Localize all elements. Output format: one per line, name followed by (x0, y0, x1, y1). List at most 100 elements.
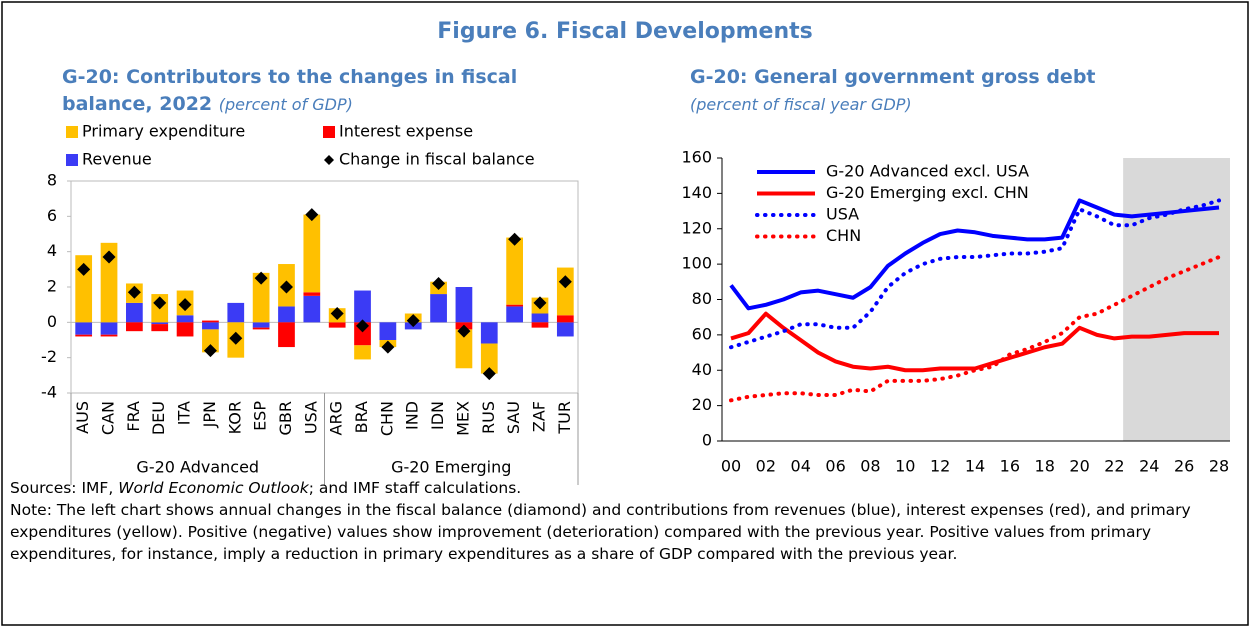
y-tick-label: 4 (47, 241, 57, 260)
x-tick-label: AUS (73, 401, 92, 434)
diamond-marker (482, 367, 496, 381)
x-tick-label: MEX (453, 401, 472, 436)
diamond-marker (279, 280, 293, 294)
diamond-marker (254, 271, 268, 285)
y-tick-label: 20 (692, 395, 712, 414)
bar-segment (556, 315, 574, 323)
legend-label: G-20 Advanced excl. USA (826, 162, 1029, 181)
x-tick-label: RUS (479, 401, 498, 434)
diamond-marker (432, 276, 446, 290)
x-tick-label: ITA (175, 401, 194, 425)
x-tick-label: ZAF (529, 401, 548, 432)
sources-text: Sources: IMF, (10, 479, 119, 497)
diamond-marker (356, 319, 370, 333)
bar-segment (354, 345, 371, 360)
diamond-marker (229, 331, 243, 345)
right-subtitle: (percent of fiscal year GDP) (690, 95, 912, 114)
bar-segment (252, 322, 270, 328)
diamond-marker (533, 296, 547, 310)
x-tick-label: CHN (377, 401, 396, 436)
x-tick-label: ARG (327, 401, 346, 435)
diamond-marker (305, 208, 319, 222)
x-tick-label: 20 (1069, 457, 1089, 476)
diamond-marker (102, 250, 116, 264)
diamond-marker (178, 298, 192, 312)
left-title-text: G-20: Contributors to the changes in fis… (62, 66, 518, 115)
x-tick-label: 14 (965, 457, 985, 476)
y-tick-label: 0 (702, 431, 712, 450)
bar-segment (556, 267, 574, 316)
legend-label: Primary expenditure (82, 122, 245, 141)
series-line (729, 198, 1220, 311)
legend-label: USA (826, 205, 859, 224)
y-tick-label: 80 (692, 289, 712, 308)
legend-swatch (323, 126, 335, 138)
diamond-marker (127, 285, 141, 299)
bar-segment (455, 329, 473, 369)
bar-segment (75, 322, 93, 335)
x-tick-label: 10 (895, 457, 915, 476)
bar-segment (126, 322, 143, 332)
x-tick-label: IND (403, 401, 422, 430)
bar-segment (176, 322, 194, 337)
legend-label: CHN (826, 226, 861, 245)
sources: Sources: IMF, World Economic Outlook; an… (10, 477, 1242, 499)
bar-segment (100, 322, 118, 335)
x-tick-label: 06 (825, 457, 845, 476)
x-tick-label: 08 (860, 457, 880, 476)
bar-segment (303, 295, 321, 323)
legend-swatch (66, 126, 78, 138)
diamond-marker (77, 262, 91, 276)
series-line (730, 311, 1219, 373)
note: Note: The left chart shows annual change… (10, 501, 1191, 563)
diamond-marker (153, 296, 167, 310)
y-tick-label: -2 (41, 347, 57, 366)
x-tick-label: TUR (555, 401, 574, 435)
bar-segment (480, 322, 498, 344)
bar-segment (506, 304, 523, 307)
bar-segment (303, 292, 321, 296)
series-line (729, 255, 1221, 403)
diamond-marker (558, 275, 572, 289)
x-tick-label: GBR (276, 401, 295, 436)
bar-segment (75, 255, 93, 323)
plot-area (70, 180, 579, 394)
y-tick-label: 2 (47, 277, 57, 296)
y-tick-label: 140 (681, 183, 712, 202)
group-label: G-20 Emerging (391, 458, 511, 477)
bar-segment (455, 287, 473, 323)
sources-text: ; and IMF staff calculations. (308, 479, 522, 497)
bar-segment (252, 327, 270, 330)
x-tick-label: 04 (791, 457, 811, 476)
bar-segment (176, 315, 194, 323)
x-tick-label: SAU (504, 401, 523, 434)
bar-segment (430, 294, 447, 323)
bar-segment (506, 237, 523, 305)
figure-title: Figure 6. Fiscal Developments (437, 19, 812, 44)
bar-segment (126, 302, 143, 323)
x-tick-label: 12 (930, 457, 950, 476)
y-tick-label: 8 (47, 171, 57, 190)
bar-segment (328, 322, 346, 328)
left-subtitle: (percent of GDP) (218, 95, 353, 114)
x-tick-label: 26 (1174, 457, 1194, 476)
x-tick-label: 18 (1035, 457, 1055, 476)
x-tick-label: CAN (99, 401, 118, 435)
y-tick-label: 100 (681, 254, 712, 273)
right-title-text: G-20: General government gross debt (690, 66, 1096, 88)
diamond-marker (330, 307, 344, 320)
y-tick-label: 0 (47, 312, 57, 331)
legend-marker (324, 155, 334, 165)
bar-segment (506, 306, 523, 323)
x-tick-label: BRA (352, 401, 371, 433)
right-title: G-20: General government gross debt (perc… (690, 64, 1210, 118)
bar-segment (480, 343, 498, 374)
diamond-marker (381, 340, 395, 354)
bar-segment (202, 322, 219, 330)
x-tick-label: FRA (124, 401, 143, 432)
bar-segment (202, 320, 219, 323)
bar-segment (556, 322, 574, 337)
legend-label: Interest expense (339, 122, 473, 141)
